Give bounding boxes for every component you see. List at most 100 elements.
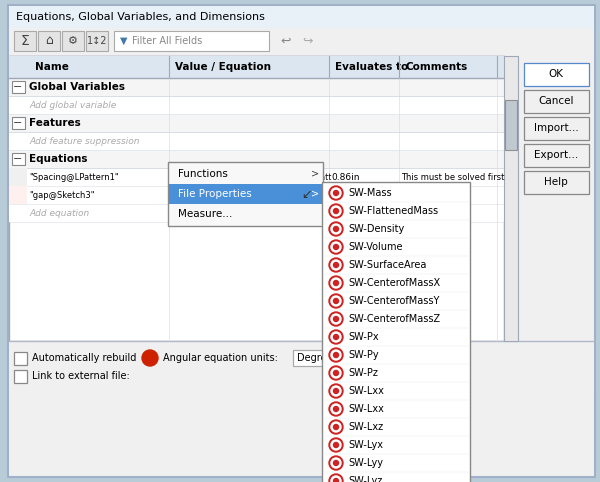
- Circle shape: [329, 204, 343, 218]
- Circle shape: [142, 350, 158, 366]
- Text: SW-Volume: SW-Volume: [348, 242, 403, 252]
- Circle shape: [331, 260, 341, 270]
- Text: >: >: [311, 169, 319, 179]
- Text: SW-Lxx: SW-Lxx: [348, 404, 384, 414]
- Text: ✓: ✓: [319, 190, 327, 200]
- Circle shape: [329, 456, 343, 470]
- Text: Add feature suppression: Add feature suppression: [29, 136, 139, 146]
- Circle shape: [329, 438, 343, 452]
- Circle shape: [334, 281, 338, 285]
- Circle shape: [329, 258, 343, 272]
- Bar: [524, 171, 589, 194]
- Text: Equations, Global Variables, and Dimensions: Equations, Global Variables, and Dimensi…: [16, 12, 265, 22]
- Text: "Spacing@LPattern1": "Spacing@LPattern1": [29, 173, 119, 182]
- Text: Equations: Equations: [29, 154, 88, 164]
- Text: Functions: Functions: [178, 169, 228, 179]
- Text: SW-Mass: SW-Mass: [348, 188, 392, 198]
- Circle shape: [331, 224, 341, 234]
- Circle shape: [331, 278, 341, 288]
- Bar: [9, 150, 504, 168]
- Text: 0.86in: 0.86in: [331, 173, 359, 182]
- Text: SW-Density: SW-Density: [348, 224, 404, 234]
- Circle shape: [334, 479, 338, 482]
- Circle shape: [329, 402, 343, 416]
- Circle shape: [331, 440, 341, 450]
- Text: >: >: [311, 189, 319, 199]
- Circle shape: [331, 368, 341, 378]
- Circle shape: [331, 350, 341, 360]
- Text: 0.43in: 0.43in: [331, 190, 359, 200]
- Text: SW-Lyx: SW-Lyx: [348, 440, 383, 450]
- Text: SW-Pz: SW-Pz: [348, 368, 378, 378]
- Bar: [14, 370, 27, 383]
- Text: This must be solved first: This must be solved first: [401, 173, 505, 182]
- Circle shape: [334, 227, 338, 231]
- Text: Angular equation units:: Angular equation units:: [163, 353, 278, 363]
- Text: =: =: [171, 190, 179, 200]
- Bar: [169, 184, 322, 204]
- Text: SW-CenterofMassX: SW-CenterofMassX: [348, 278, 440, 288]
- Text: Comments: Comments: [405, 62, 467, 72]
- Text: ↩: ↩: [280, 35, 290, 48]
- Bar: [504, 56, 518, 341]
- Circle shape: [334, 263, 338, 268]
- Text: ∨: ∨: [334, 353, 340, 362]
- Bar: [9, 96, 504, 114]
- Bar: [9, 56, 504, 341]
- Text: Σ: Σ: [20, 34, 29, 48]
- Circle shape: [331, 404, 341, 414]
- Circle shape: [334, 442, 338, 447]
- Circle shape: [331, 386, 341, 396]
- Bar: [9, 168, 504, 186]
- Bar: [9, 168, 27, 186]
- Text: Cancel: Cancel: [538, 96, 574, 106]
- Circle shape: [329, 240, 343, 254]
- Bar: [12, 81, 25, 93]
- Bar: [9, 114, 504, 132]
- Text: 1↕2: 1↕2: [87, 36, 107, 46]
- Bar: [38, 31, 60, 51]
- Bar: [293, 350, 345, 366]
- Circle shape: [331, 188, 341, 198]
- Text: SW-Lyz: SW-Lyz: [348, 476, 382, 482]
- Circle shape: [329, 330, 343, 344]
- Bar: [9, 204, 504, 222]
- Circle shape: [334, 317, 338, 321]
- Text: −: −: [13, 118, 23, 128]
- Circle shape: [331, 422, 341, 432]
- Circle shape: [334, 209, 338, 214]
- Circle shape: [334, 298, 338, 304]
- Text: ⚙: ⚙: [68, 36, 78, 46]
- Circle shape: [334, 335, 338, 339]
- Circle shape: [334, 244, 338, 250]
- Text: ⌂: ⌂: [45, 35, 53, 48]
- Text: File Properties: File Properties: [178, 189, 252, 199]
- Text: OK: OK: [548, 69, 563, 79]
- Bar: [14, 31, 36, 51]
- Bar: [114, 31, 269, 51]
- Circle shape: [329, 348, 343, 362]
- Text: Export...: Export...: [534, 150, 578, 160]
- Text: Features: Features: [29, 118, 81, 128]
- Bar: [9, 78, 504, 96]
- Text: −: −: [13, 82, 23, 92]
- Text: Measure...: Measure...: [178, 209, 232, 219]
- Circle shape: [329, 384, 343, 398]
- Bar: [62, 31, 84, 51]
- Text: Help: Help: [544, 177, 568, 187]
- Circle shape: [329, 312, 343, 326]
- Text: Degrees: Degrees: [297, 353, 338, 363]
- Text: −: −: [13, 154, 23, 164]
- Text: ↪: ↪: [302, 35, 313, 48]
- Circle shape: [329, 276, 343, 290]
- Circle shape: [329, 420, 343, 434]
- Text: ↙: ↙: [301, 187, 311, 201]
- Text: SW-CenterofMassY: SW-CenterofMassY: [348, 296, 439, 306]
- Circle shape: [331, 476, 341, 482]
- Text: Import...: Import...: [533, 123, 578, 133]
- Text: ▼: ▼: [120, 36, 128, 46]
- Bar: [9, 6, 594, 28]
- Circle shape: [331, 458, 341, 468]
- Text: Link to external file:: Link to external file:: [32, 371, 130, 381]
- Bar: [9, 186, 27, 204]
